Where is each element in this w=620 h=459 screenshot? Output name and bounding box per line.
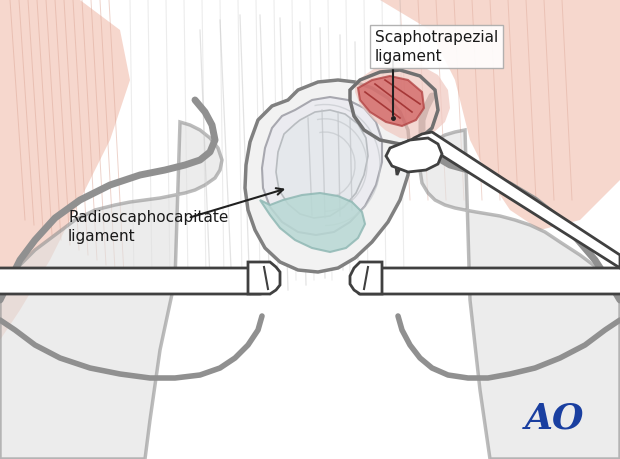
Polygon shape bbox=[245, 80, 410, 272]
FancyBboxPatch shape bbox=[358, 268, 620, 294]
Text: AO: AO bbox=[525, 401, 585, 435]
Polygon shape bbox=[395, 132, 620, 268]
Polygon shape bbox=[262, 97, 382, 235]
Polygon shape bbox=[358, 76, 424, 126]
Polygon shape bbox=[260, 193, 365, 252]
Polygon shape bbox=[420, 130, 620, 459]
Polygon shape bbox=[386, 138, 442, 172]
Text: Radioscaphocapitate
ligament: Radioscaphocapitate ligament bbox=[68, 210, 228, 244]
Text: Scaphotrapezial
ligament: Scaphotrapezial ligament bbox=[375, 30, 498, 64]
Polygon shape bbox=[276, 110, 368, 218]
FancyBboxPatch shape bbox=[0, 268, 262, 294]
Polygon shape bbox=[0, 122, 222, 459]
Polygon shape bbox=[248, 262, 280, 294]
Polygon shape bbox=[380, 0, 620, 230]
Polygon shape bbox=[350, 262, 382, 294]
Polygon shape bbox=[0, 0, 130, 340]
Polygon shape bbox=[355, 62, 450, 140]
